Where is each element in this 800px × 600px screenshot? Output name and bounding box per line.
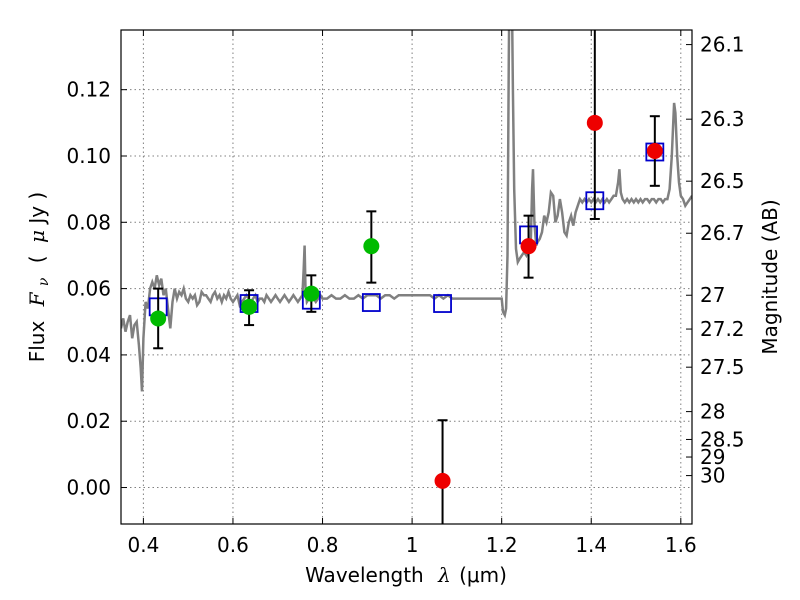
x-axis-title: Wavelength λ (μm) [305, 563, 507, 587]
y-axis-title: Flux F ν ( μ Jy ) [25, 192, 53, 363]
mag-tick-label: 29 [700, 445, 725, 469]
y-axis-unit-open: ( [25, 255, 49, 263]
mag-tick-label: 28.5 [700, 427, 745, 451]
mag-tick-label: 26.3 [700, 107, 745, 131]
right-axis-title: Magnitude (AB) [758, 199, 782, 354]
green-point [150, 310, 167, 327]
plot-frame [120, 29, 693, 525]
x-tick-label: 1.6 [665, 533, 697, 557]
x-tick-label: 0.4 [127, 533, 159, 557]
x-tick-label: 0.6 [217, 533, 249, 557]
y-tick-label: 0.12 [66, 78, 111, 102]
data-markers [148, 30, 665, 524]
x-tick-label: 1 [406, 533, 419, 557]
y-tick-label: 0.04 [66, 343, 111, 367]
red-point [586, 114, 603, 131]
model-box-marker [361, 293, 381, 312]
mag-tick-label: 28 [700, 400, 725, 424]
x-tick-label: 1.2 [486, 533, 518, 557]
y-axis-unit-rest: Jy ) [25, 192, 49, 226]
y-axis-subscript: ν [36, 277, 52, 286]
x-tick-label: 0.8 [307, 533, 339, 557]
green-point [241, 298, 258, 315]
red-point [646, 143, 663, 160]
mag-tick-label: 26.1 [700, 33, 745, 57]
mag-tick-label: 26.5 [700, 169, 745, 193]
y-axis-unit-mu: μ [25, 230, 49, 243]
y-tick-label: 0.00 [66, 476, 111, 500]
x-axis-unit: (μm) [459, 563, 507, 587]
green-point [303, 285, 320, 302]
mag-tick-label: 30 [700, 464, 725, 488]
mag-tick-label: 27 [700, 283, 725, 307]
y-tick-label: 0.08 [66, 210, 111, 234]
y-axis-symbol: F [25, 291, 49, 307]
grid [121, 30, 692, 524]
red-point [434, 472, 451, 489]
y-tick-label: 0.02 [66, 409, 111, 433]
red-point [520, 238, 537, 255]
x-tick-label: 1.4 [575, 533, 607, 557]
mag-tick-label: 27.2 [700, 317, 745, 341]
mag-tick-label: 26.7 [700, 221, 745, 245]
model-spectrum-line [121, 30, 692, 392]
y-axis-title-text: Flux [25, 321, 49, 363]
y-tick-label: 0.10 [66, 144, 111, 168]
x-axis-title-text: Wavelength [305, 563, 424, 587]
x-axis-symbol: λ [437, 563, 451, 587]
model-box-marker [433, 294, 452, 313]
mag-tick-label: 27.5 [700, 355, 745, 379]
y-tick-label: 0.06 [66, 277, 111, 301]
green-point [363, 238, 380, 255]
axis-ticks: 0.4 0.6 0.8 1 1.2 1.4 1.6 0.00 0.02 0.04 0.06 0.08 0… [66, 30, 745, 557]
